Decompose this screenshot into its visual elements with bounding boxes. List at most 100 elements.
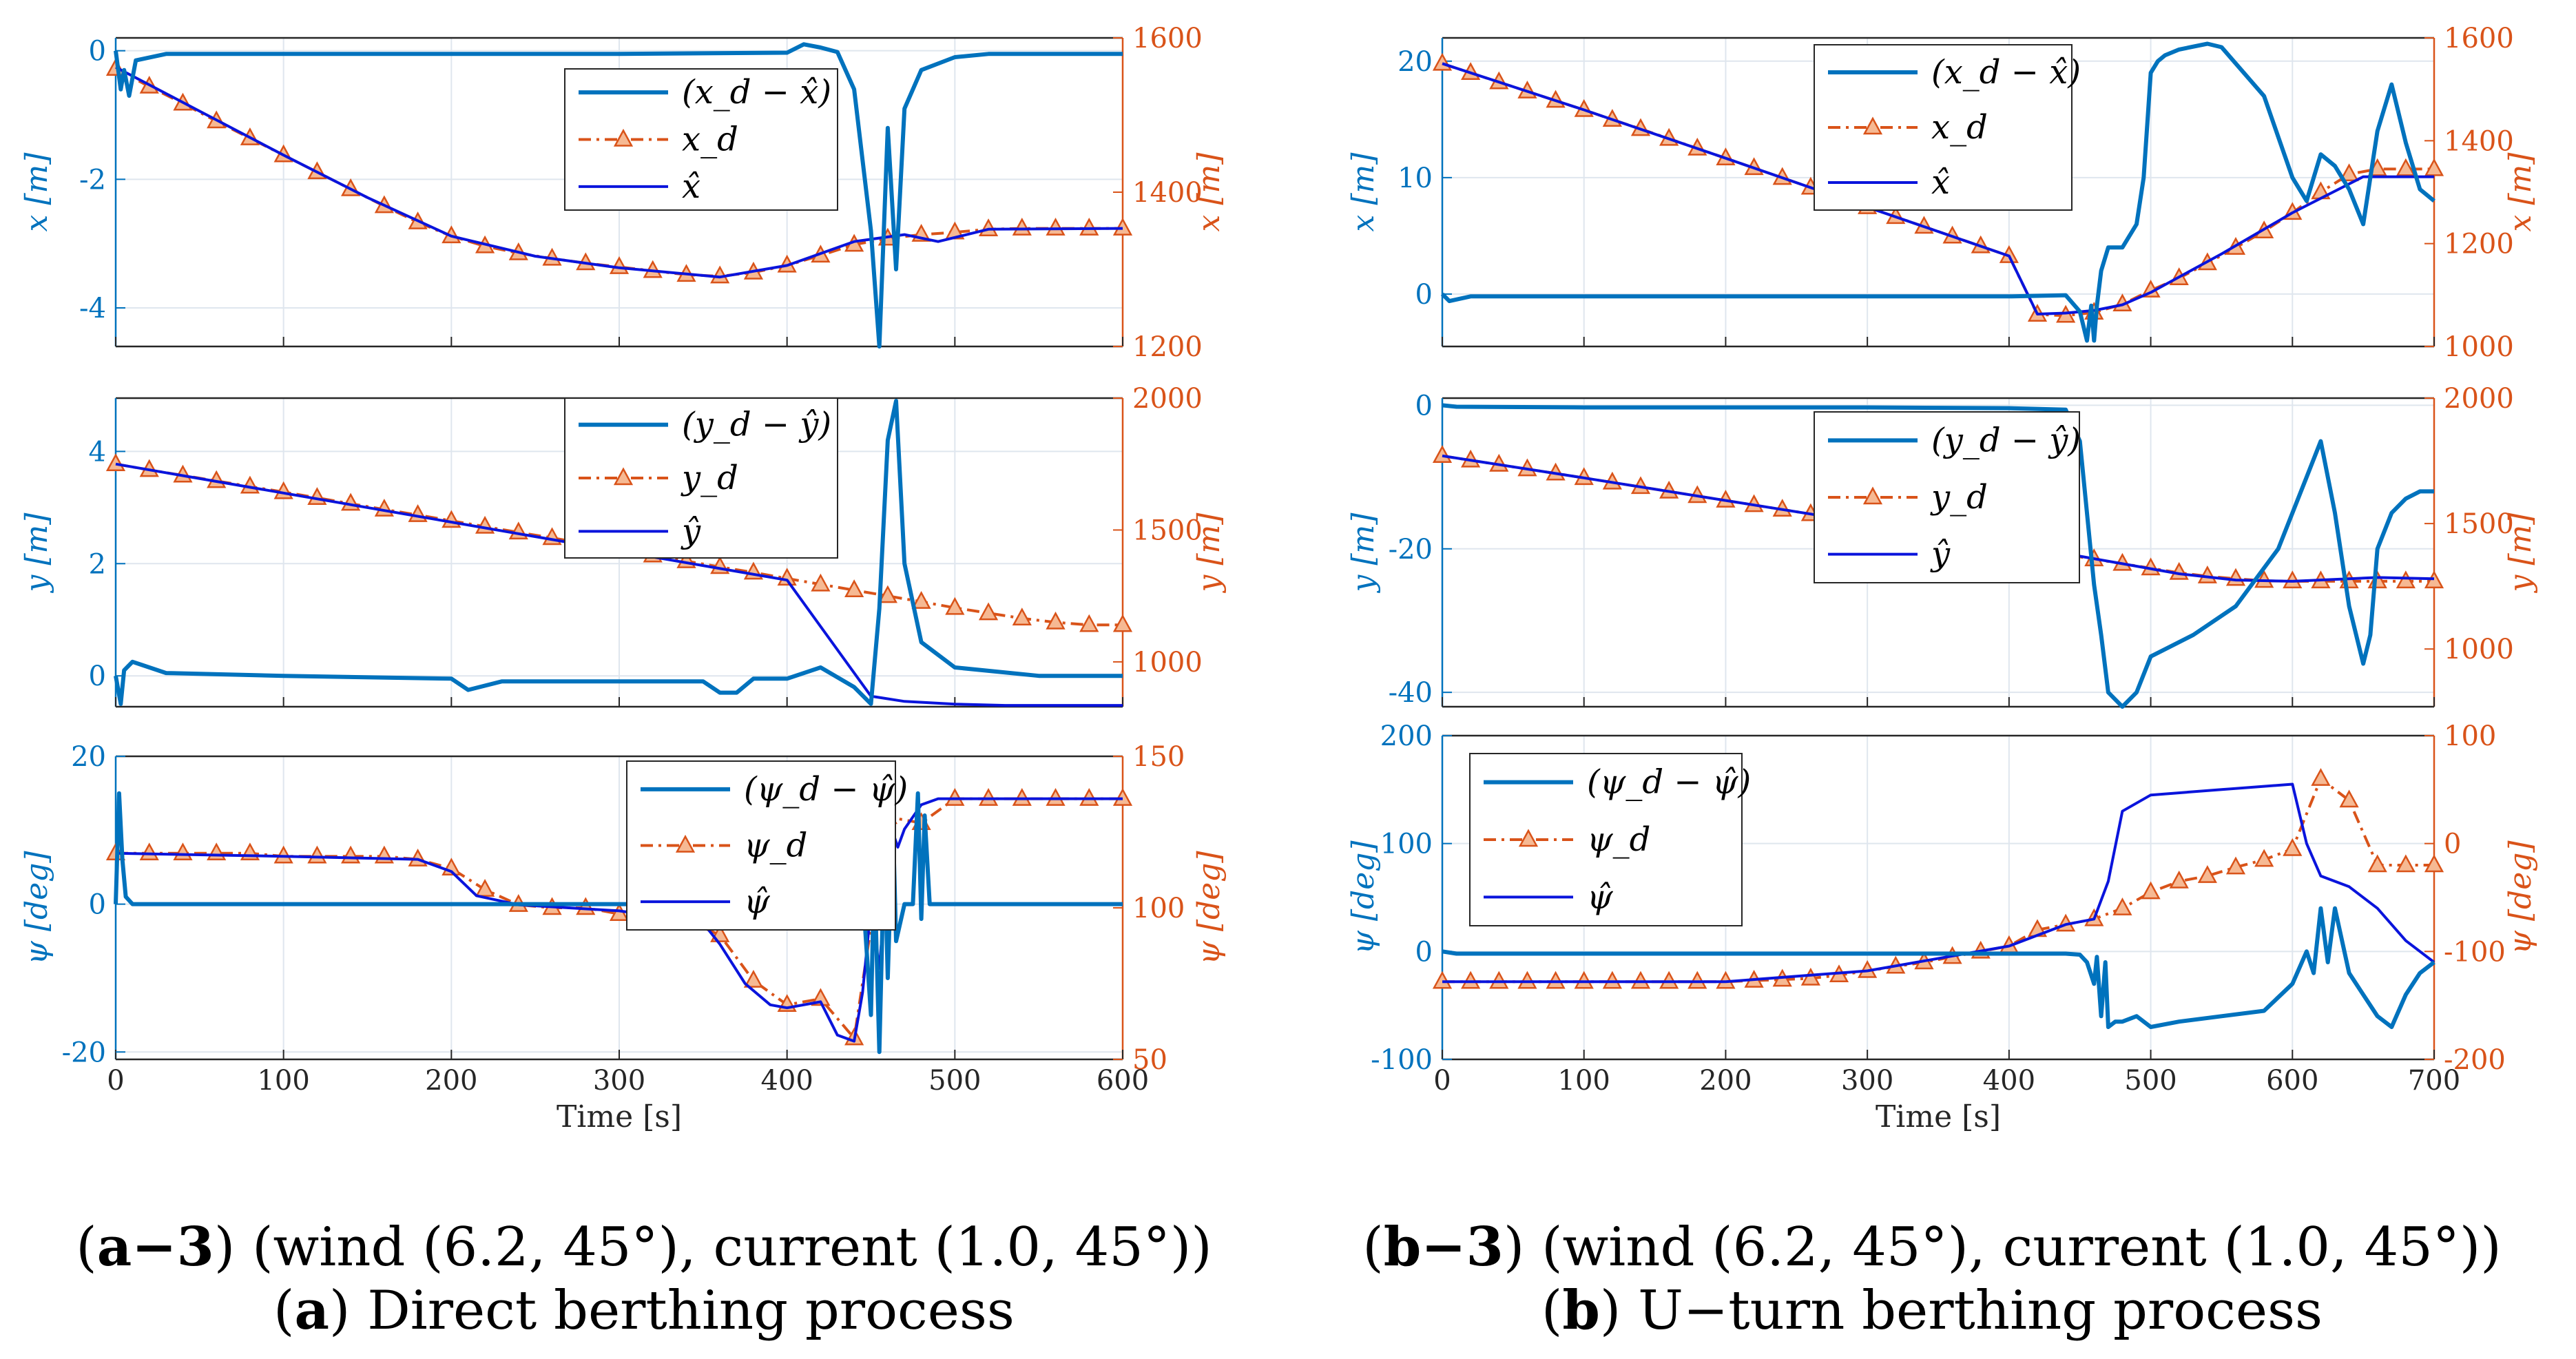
data-point-marker: [1046, 611, 1066, 630]
data-point-marker: [2339, 789, 2359, 808]
x-tick-label: 100: [1558, 1065, 1610, 1097]
chart-panel-a3-y: 0 2 4 1000 1500 2000 y [m] y [m] (y_d − ŷ) y_d ŷ: [19, 383, 1227, 708]
legend-label-2: ŷ: [1930, 535, 1951, 574]
x-tick-label: 200: [425, 1065, 477, 1097]
y-left-axis-label: ψ [deg]: [19, 851, 54, 965]
x-tick-label: 400: [1983, 1065, 2035, 1097]
data-point-marker: [475, 878, 495, 897]
y-right-axis-label: x [m]: [2503, 152, 2538, 232]
x-axis-label: Time [s]: [557, 1099, 682, 1134]
x-tick-label: 300: [593, 1065, 645, 1097]
data-point-marker: [307, 487, 327, 505]
x-tick-label: 200: [1699, 1065, 1752, 1097]
y-right-tick-label: 1000: [1132, 647, 1203, 678]
legend-label-0: (ψ_d − ψ̂): [744, 770, 908, 809]
legend-marker: [675, 834, 696, 853]
legend-label-2: ψ̂: [1587, 878, 1614, 916]
caption-right-line1: (b−3) (wind (6.2, 45°), current (1.0, 45…: [1362, 1216, 2502, 1278]
y-right-tick-label: 100: [2444, 720, 2496, 752]
y-right-axis-label: ψ [deg]: [2503, 840, 2538, 955]
legend-label-2: ψ̂: [744, 882, 771, 921]
data-point-marker: [2112, 898, 2132, 915]
data-point-marker: [2311, 768, 2331, 786]
data-point-marker: [240, 842, 260, 861]
x-tick-label: 400: [760, 1065, 813, 1097]
series-line-0: [114, 42, 1123, 349]
y-left-axis-label: x [m]: [1346, 152, 1381, 232]
y-right-tick-label: 1400: [2444, 125, 2514, 157]
legend-label-1: y_d: [1930, 478, 1988, 517]
data-point-marker: [2396, 158, 2416, 176]
y-left-tick-label: 20: [1398, 46, 1433, 78]
x-tick-label: 100: [257, 1065, 309, 1097]
data-point-marker: [2169, 870, 2189, 889]
data-point-marker: [307, 845, 327, 864]
data-point-marker: [1432, 52, 1453, 71]
legend: (ψ_d − ψ̂) ψ_d ψ̂: [1469, 753, 1751, 926]
legend-label-1: y_d: [681, 459, 738, 497]
y-right-axis-label: x [m]: [1192, 152, 1227, 232]
legend-marker: [1862, 116, 1883, 135]
y-right-tick-label: 50: [1132, 1044, 1167, 1076]
series-line-0: [114, 399, 1123, 706]
legend-label-1: ψ_d: [1587, 820, 1650, 859]
data-point-marker: [2367, 854, 2387, 873]
caption-right-line2: (b) U−turn berthing process: [1541, 1279, 2323, 1342]
y-left-tick-label: 200: [1380, 720, 1433, 752]
y-left-axis-label: x [m]: [19, 152, 54, 232]
y-right-tick-label: 100: [1132, 893, 1185, 924]
chart-panel-b3-y: -40 -20 0 1000 1500 2000 y [m] y [m] (y_d − ŷ) y…: [1346, 383, 2538, 709]
legend-label-0: (y_d − ŷ): [1931, 421, 2081, 459]
caption-right: (b−3) (wind (6.2, 45°), current (1.0, 45…: [1288, 1216, 2576, 1342]
x-tick-label: 500: [2124, 1065, 2177, 1097]
data-point-marker: [2141, 881, 2161, 900]
data-point-marker: [1800, 967, 1820, 986]
data-point-marker: [710, 265, 730, 284]
x-tick-label: 700: [2408, 1065, 2460, 1097]
y-right-tick-label: 2000: [2444, 383, 2514, 415]
caption-left-line1: (a−3) (wind (6.2, 45°), current (1.0, 45…: [76, 1216, 1212, 1278]
x-tick-label: 0: [1433, 1065, 1451, 1097]
y-left-tick-label: 10: [1398, 163, 1433, 194]
x-tick-label: 600: [2266, 1065, 2318, 1097]
y-left-tick-label: -4: [79, 293, 106, 324]
chart-panel-a3-x: -4 -2 0 1200 1400 1600 x [m] x [m] (x_d − x̂) x_d…: [19, 23, 1227, 363]
legend: (x_d − x̂) x_d x̂: [1814, 44, 2081, 211]
legend-label-1: x_d: [682, 121, 738, 159]
data-point-marker: [2424, 158, 2444, 176]
data-point-marker: [2254, 849, 2274, 867]
y-right-tick-label: 1000: [2444, 331, 2514, 363]
chart-panel-b3-x: 0 10 20 1000 1200 1400 1600 x [m] x [m] (x_d − x̂…: [1346, 23, 2538, 363]
y-left-tick-label: 0: [1415, 279, 1433, 311]
series-line-0: [1440, 41, 2435, 343]
series-line-2: [115, 797, 1123, 1043]
legend: (ψ_d − ψ̂) ψ_d ψ̂: [626, 760, 908, 931]
legend: (y_d − ŷ) y_d ŷ: [1814, 411, 2081, 583]
legend-label-0: (ψ_d − ψ̂): [1587, 763, 1751, 802]
data-point-marker: [341, 492, 361, 511]
data-point-marker: [2283, 838, 2303, 856]
legend-label-1: ψ_d: [744, 827, 807, 865]
legend-label-0: (x_d − x̂): [1931, 53, 2081, 92]
series-line-0: [1442, 403, 2434, 709]
data-point-marker: [2424, 854, 2444, 873]
data-point-marker: [1432, 445, 1453, 464]
y-left-axis-label: ψ [deg]: [1346, 840, 1381, 955]
y-left-tick-label: 0: [89, 889, 106, 921]
x-tick-label: 0: [107, 1065, 124, 1097]
data-point-marker: [777, 568, 797, 586]
y-left-tick-label: -100: [1371, 1044, 1433, 1076]
y-left-tick-label: 0: [1415, 936, 1433, 968]
y-right-tick-label: -200: [2444, 1044, 2506, 1076]
legend: (x_d − x̂) x_d x̂: [564, 68, 838, 211]
y-left-tick-label: 0: [89, 661, 106, 692]
data-point-marker: [408, 504, 428, 522]
data-point-marker: [139, 842, 159, 861]
y-right-tick-label: 1400: [1132, 177, 1203, 209]
legend-marker: [1862, 486, 1883, 505]
data-point-marker: [2367, 570, 2387, 589]
data-point-marker: [2396, 570, 2416, 589]
